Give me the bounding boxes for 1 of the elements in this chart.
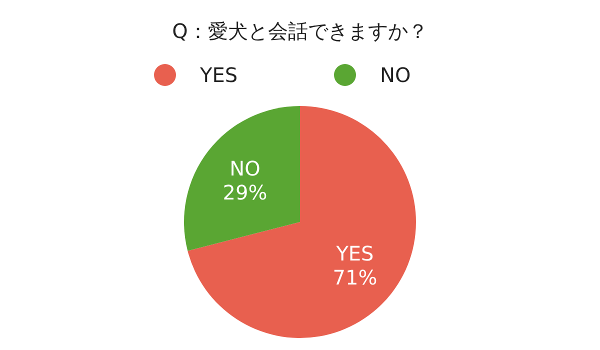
title: Q：愛犬と会話できますか？ [172, 19, 428, 43]
